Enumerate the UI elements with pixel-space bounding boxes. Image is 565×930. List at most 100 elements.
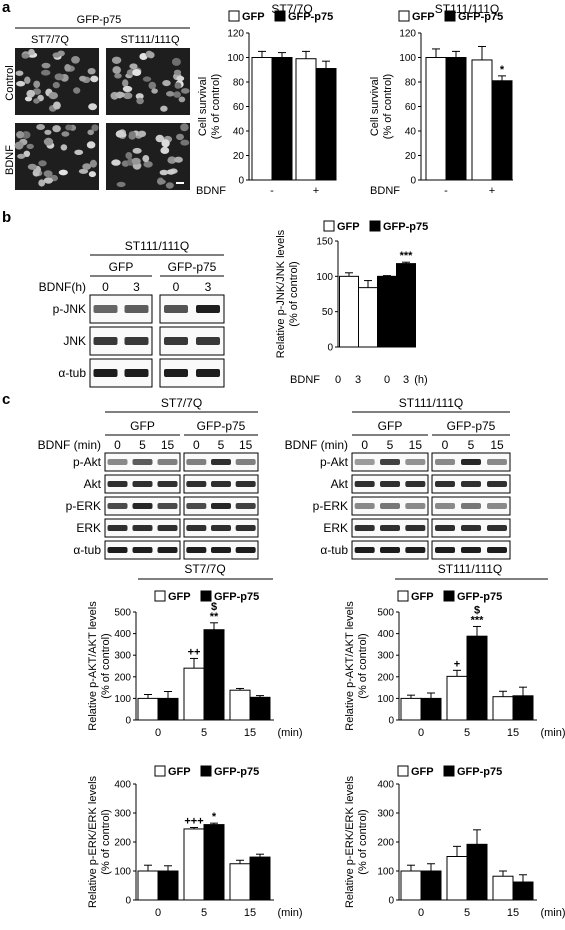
x-tick-label: 0: [335, 374, 341, 386]
cell-nucleus: [17, 153, 26, 159]
bar-gfp: [183, 667, 205, 721]
y-tick-label: 0: [388, 896, 394, 907]
bar-gfp: [492, 875, 514, 901]
blot-band: [186, 547, 207, 553]
y-tick-label: 100: [399, 53, 416, 64]
blot-band: [435, 525, 455, 531]
blot-band: [380, 503, 400, 509]
blot-band: [196, 305, 220, 313]
y-axis-label: (% of control): [357, 633, 369, 698]
cell-nucleus: [167, 156, 177, 164]
y-tick-label: 120: [227, 29, 244, 40]
significance-label: +++: [184, 816, 203, 828]
y-tick-label: 0: [410, 176, 416, 187]
cell-nucleus: [33, 98, 40, 104]
cell-nucleus: [165, 182, 174, 189]
micrograph-panel: GFP-p75 ST7/7Q ST111/111Q Control BDNF: [4, 14, 190, 190]
legend-swatch-gfp: [154, 590, 166, 602]
cell-nucleus: [90, 75, 99, 83]
y-tick-label: 100: [114, 867, 131, 878]
cell-nucleus: [166, 91, 175, 97]
y-tick-label: 100: [316, 272, 333, 283]
blot-time-header: BDNF (min): [285, 438, 348, 452]
blot-band: [435, 503, 455, 509]
x-tick-label: 3: [403, 374, 409, 386]
cell-nucleus: [176, 75, 185, 82]
chart-pjnk: GFP GFP-p75 0 50 100 150 Relative p-JNK/JNK le…: [275, 220, 428, 386]
blot-band: [93, 369, 118, 377]
cell-nucleus: [166, 169, 176, 175]
y-tick-label: 300: [377, 651, 394, 662]
y-tick-label: 400: [114, 629, 131, 640]
cell-nucleus: [139, 53, 148, 60]
blot-time-header: BDNF(h): [39, 280, 86, 294]
cell-nucleus: [125, 152, 133, 159]
x-axis-unit: (min): [277, 907, 302, 919]
significance-label: $: [211, 601, 217, 613]
y-axis-label: (% of control): [100, 633, 112, 698]
blot-row-label: α-tub: [73, 543, 101, 557]
blot-band: [186, 525, 207, 531]
y-axis-label: Relative p-AKT/AKT levels: [87, 601, 99, 731]
x-axis-unit: (min): [540, 727, 565, 739]
cell-nucleus: [89, 159, 97, 168]
x-axis-prefix: BDNF: [370, 185, 400, 197]
blot-band: [487, 547, 507, 553]
cell-nucleus: [178, 96, 186, 103]
blot-row-label: ERK: [76, 521, 101, 535]
y-tick-label: 120: [399, 29, 416, 40]
blot-row-label: p-ERK: [66, 499, 101, 513]
y-axis-label: (% of control): [357, 809, 369, 874]
cell-nucleus: [160, 105, 168, 112]
western-blot-jnk: ST111/111Q GFP GFP-p75 BDNF(h) 0 3 0 3 p-JNK JNK α…: [39, 239, 225, 388]
blot-time-label: 15: [490, 438, 504, 452]
blot-band: [354, 547, 375, 553]
cell-nucleus: [28, 48, 35, 56]
blot-time-label: 15: [161, 438, 175, 452]
cell-nucleus: [173, 69, 182, 76]
cell-nucleus: [86, 141, 96, 149]
y-tick-label: 0: [125, 896, 131, 907]
blot-band: [487, 459, 507, 465]
cell-nucleus: [74, 149, 84, 155]
cell-nucleus: [87, 129, 94, 136]
legend-label-gfp-p75: GFP-p75: [288, 11, 333, 23]
blot-band: [107, 547, 128, 553]
blot-row-label: Akt: [84, 477, 102, 491]
y-tick-label: 150: [316, 237, 333, 248]
cell-nucleus: [122, 79, 129, 87]
blot-time-label: 5: [218, 438, 225, 452]
legend-label-gfp: GFP: [337, 221, 360, 233]
cell-nucleus: [160, 146, 170, 154]
significance-label: ***: [471, 614, 485, 626]
bar-gfp: [229, 689, 251, 721]
cell-nucleus: [41, 62, 51, 69]
y-tick-label: 0: [125, 716, 131, 727]
blot-band: [235, 503, 256, 509]
cell-nucleus: [64, 64, 71, 72]
legend-swatch-gfp: [228, 10, 240, 22]
cell-nucleus: [171, 57, 181, 66]
legend-label-gfp: GFP: [168, 766, 191, 778]
bar-gfp: [400, 697, 422, 721]
cell-nucleus: [52, 125, 61, 133]
cell-nucleus: [36, 124, 45, 130]
cell-nucleus: [136, 97, 144, 105]
legend-swatch-gfp-p75: [369, 220, 381, 232]
blot-band: [380, 481, 400, 487]
blot-row-label: p-JNK: [53, 302, 86, 316]
legend-swatch-gfp-p75: [200, 590, 212, 602]
blot-band: [107, 503, 128, 509]
blot-band: [124, 369, 149, 377]
y-tick-label: 300: [377, 809, 394, 820]
blot-band: [196, 369, 220, 377]
bar-gfp: [183, 828, 205, 901]
bar-gfp: [446, 856, 468, 901]
x-tick-label: 0: [384, 374, 390, 386]
cell-nucleus: [174, 156, 183, 163]
blot-band: [487, 481, 507, 487]
cell-nucleus: [78, 168, 89, 174]
cell-nucleus: [114, 73, 122, 79]
cell-nucleus: [14, 141, 24, 150]
micrograph-row-label-bdnf: BDNF: [4, 145, 16, 175]
